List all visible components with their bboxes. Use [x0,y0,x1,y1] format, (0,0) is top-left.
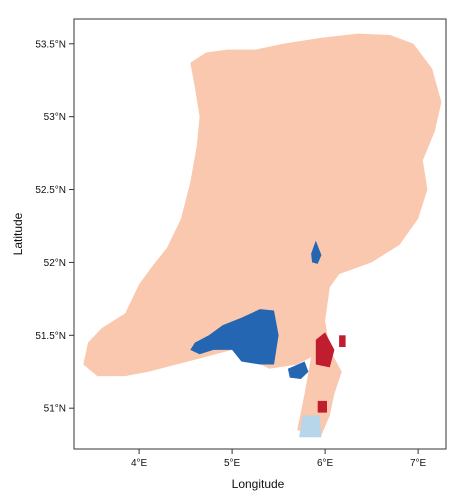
y-axis: 51°N 51.5°N 52°N 52.5°N 53°N 53.5°N [35,39,74,415]
y-axis-title: Latitude [11,212,25,255]
map-regions [83,33,442,438]
region-dark-blue-1 [190,309,279,365]
y-tick-label: 52°N [44,258,66,269]
region-dark-blue-2 [287,361,309,379]
region-dark-red-5 [315,332,335,368]
y-tick-label: 53°N [44,112,66,123]
region-base-0 [83,33,442,438]
y-tick-label: 51°N [44,404,66,415]
x-axis-title: Longitude [232,477,285,491]
plot-frame [73,18,447,450]
y-tick-label: 52.5°N [35,185,66,196]
region-dark-blue-3 [311,240,322,264]
x-tick-label: 6°E [317,458,334,469]
region-dark-red-6 [339,335,346,347]
y-tick-label: 51.5°N [35,331,66,342]
y-tick-label: 53.5°N [35,39,66,50]
region-light-blue-4 [299,415,322,438]
x-axis: 4°E 5°E 6°E 7°E [131,449,427,469]
x-tick-label: 5°E [224,458,241,469]
x-tick-label: 7°E [410,458,427,469]
x-tick-label: 4°E [131,458,148,469]
region-dark-red-7 [317,400,327,413]
